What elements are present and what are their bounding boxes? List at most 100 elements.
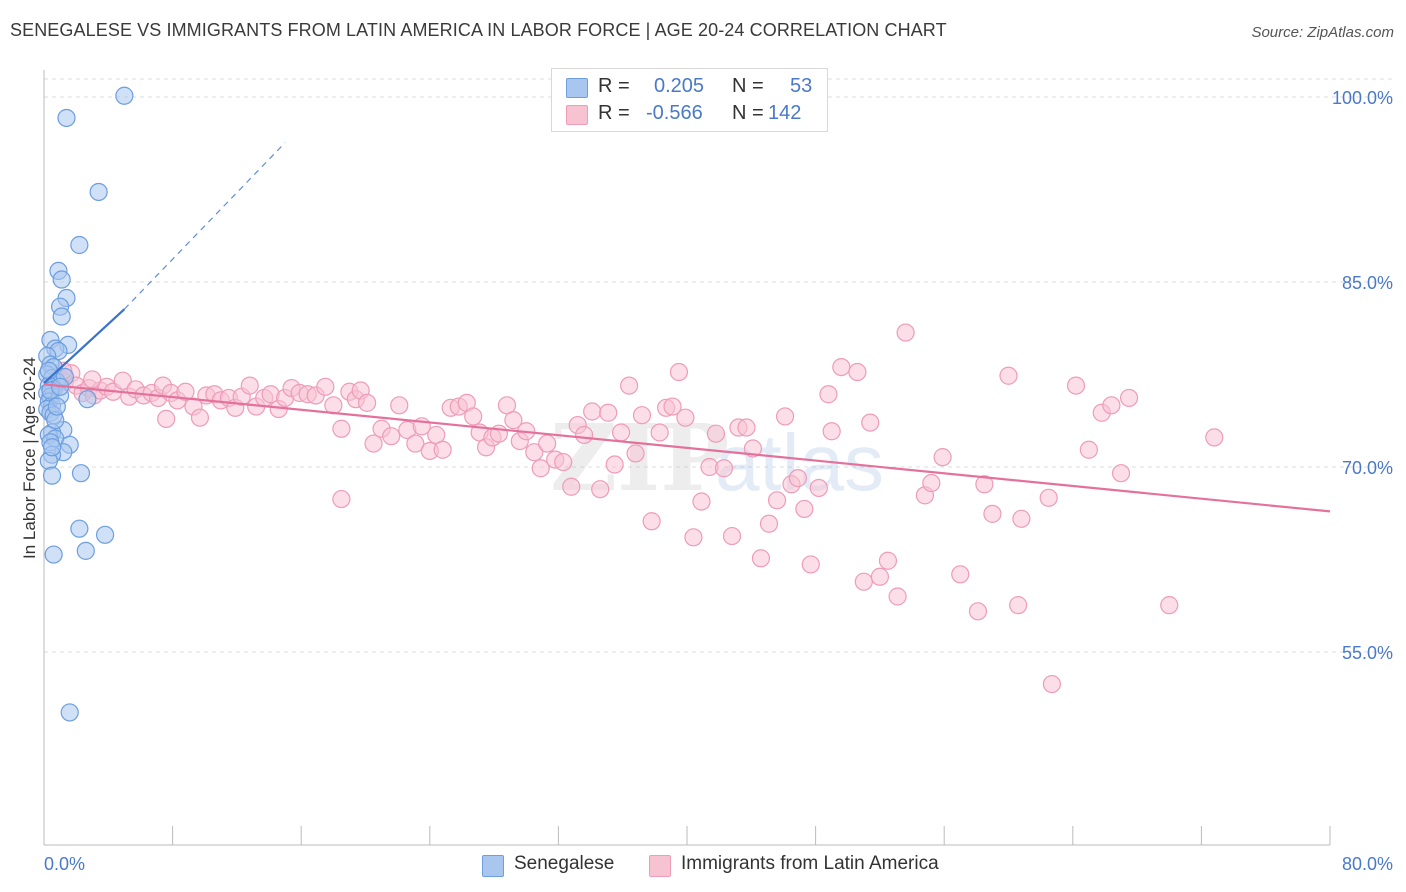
latin-america-point [795, 499, 814, 519]
latin-america-point [975, 475, 994, 494]
legend-n-label: N = [732, 75, 764, 97]
trend-lines [43, 142, 1331, 513]
latin-america-point [801, 555, 820, 574]
latin-america-point [1012, 509, 1031, 528]
senegalese-trend-line [43, 308, 126, 384]
latin-america-point [878, 551, 898, 570]
latin-america-point [743, 439, 763, 458]
latin-america-point [809, 478, 828, 498]
latin-america-point [999, 366, 1018, 385]
latin-america-point [888, 587, 907, 606]
latin-america-point [358, 393, 377, 412]
y-tick-label: 70.0% [1342, 458, 1393, 478]
latin-america-point [1119, 388, 1139, 408]
latin-america-point [676, 408, 695, 427]
latin-america-point [684, 528, 703, 547]
latin-america-point [722, 526, 742, 546]
legend-label-latin-america: Immigrants from Latin America [681, 853, 939, 874]
x-tick-label: 0.0% [44, 854, 85, 874]
senegalese-trend-extension [123, 142, 286, 310]
latin-america-point [1102, 396, 1121, 415]
senegalese-point [60, 703, 79, 722]
latin-america-point [896, 323, 915, 342]
senegalese-point [52, 270, 71, 289]
latin-america-point [759, 514, 779, 533]
senegalese-point [76, 541, 95, 560]
latin-america-point [332, 489, 351, 509]
senegalese-point [47, 397, 66, 416]
latin-america-point [525, 443, 544, 462]
legend-n-value: 142 [768, 102, 802, 124]
latin-america-point [554, 452, 573, 472]
latin-america-point [788, 469, 808, 488]
latin-america-point [1042, 674, 1062, 694]
latin-america-point [983, 504, 1002, 523]
correlation-legend: R = 0.205 N = 53 R = -0.566 N = 142 [551, 68, 828, 132]
senegalese-point [52, 307, 71, 326]
latin-america-point [626, 444, 645, 463]
legend-r-label: R = [598, 102, 630, 124]
y-tick-label: 55.0% [1342, 643, 1393, 663]
tick-labels: 55.0% 70.0% 85.0% 100.0% 0.0% 80.0% [44, 88, 1393, 874]
latin-america-point [583, 402, 602, 421]
senegalese-swatch [566, 78, 588, 98]
senegalese-point [39, 361, 58, 380]
latin-america-point [933, 448, 952, 467]
x-tick-label: 80.0% [1342, 854, 1393, 874]
latin-america-point [922, 473, 941, 493]
latin-america-point [1039, 488, 1058, 507]
legend-r-label: R = [598, 75, 630, 97]
latin-america-point [364, 434, 383, 453]
source-label: Source: ZipAtlas.com [1251, 24, 1394, 41]
latin-america-point [669, 362, 689, 382]
latin-america-point [464, 407, 483, 426]
latin-america-point [848, 362, 867, 382]
latin-america-point [83, 370, 102, 389]
legend-r-value: 0.205 [654, 75, 705, 97]
grid-lines [44, 78, 1392, 653]
latin-america-point [1079, 440, 1098, 459]
latin-america-swatch [649, 855, 671, 877]
latin-america-trend-line [43, 383, 1331, 513]
latin-america-point [706, 424, 726, 443]
legend-label-senegalese: Senegalese [514, 853, 615, 874]
y-tick-label: 100.0% [1332, 88, 1393, 108]
latin-america-point [632, 406, 652, 425]
latin-america-point [1009, 596, 1028, 615]
latin-america-point [591, 480, 610, 499]
legend-r-value: -0.566 [646, 102, 703, 124]
senegalese-point [89, 182, 108, 202]
latin-america-point [538, 434, 557, 453]
senegalese-point [95, 525, 115, 544]
latin-america-point [692, 492, 711, 511]
latin-america-point [332, 419, 351, 438]
latin-america-point [240, 376, 259, 395]
senegalese-point [70, 235, 89, 255]
latin-america-point [819, 385, 838, 404]
senegalese-points [38, 86, 134, 722]
latin-america-point [663, 397, 682, 416]
latin-america-point [1066, 376, 1086, 395]
latin-america-point [599, 403, 618, 422]
latin-america-point [316, 377, 335, 396]
senegalese-point [70, 519, 89, 538]
senegalese-point [42, 466, 62, 485]
latin-america-point [382, 427, 401, 446]
legend-n-value: 53 [790, 75, 813, 97]
chart-title: SENEGALESE VS IMMIGRANTS FROM LATIN AMER… [10, 20, 947, 40]
latin-america-point [611, 423, 631, 442]
latin-america-point [751, 549, 771, 568]
senegalese-swatch [482, 855, 504, 877]
latin-america-point [1111, 464, 1131, 483]
latin-america-point [406, 434, 425, 453]
latin-america-point [575, 425, 594, 445]
latin-america-point [433, 440, 452, 459]
latin-america-point [390, 396, 409, 415]
latin-america-point [775, 407, 795, 426]
senegalese-point [57, 108, 76, 128]
latin-america-point [620, 376, 639, 395]
senegalese-point [71, 464, 91, 483]
latin-america-point [190, 408, 210, 427]
latin-america-point [822, 422, 841, 441]
